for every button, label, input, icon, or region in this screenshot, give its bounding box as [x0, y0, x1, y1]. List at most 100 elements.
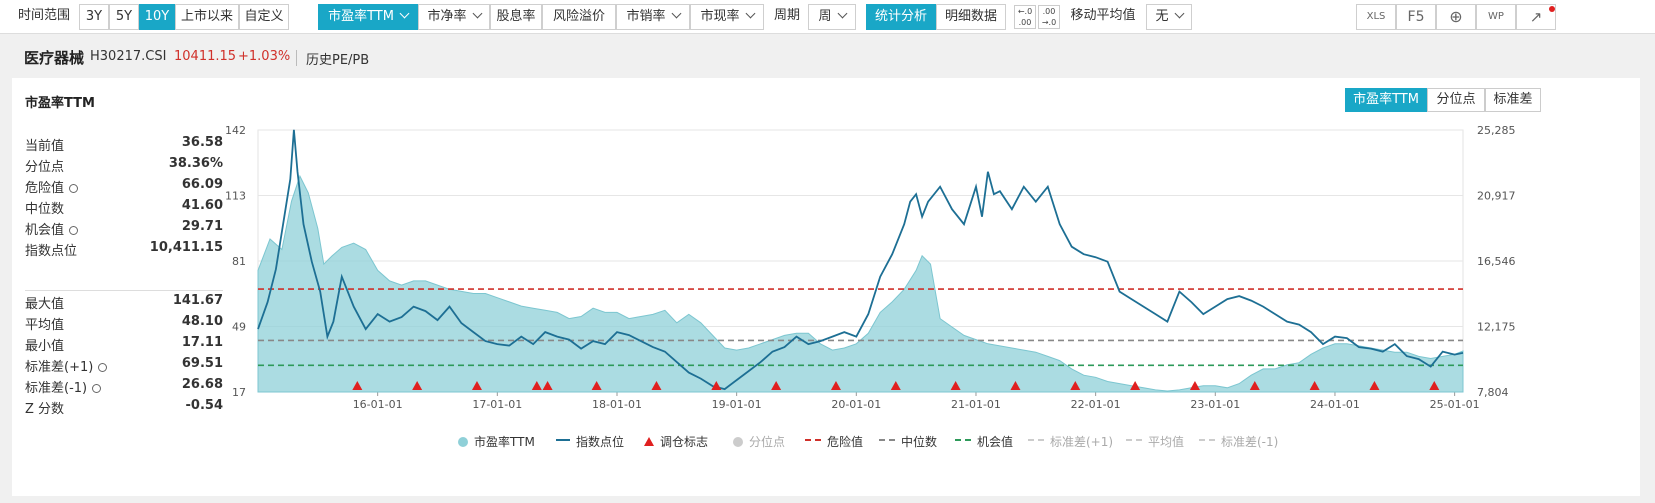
rebalance-marker: [352, 381, 363, 390]
legend-item[interactable]: 标准差(+1): [1028, 433, 1113, 449]
y-right-tick-label: 16,546: [1477, 255, 1516, 268]
decimal-increase-icon[interactable]: ←.0.00: [1014, 5, 1036, 29]
period-label: 周期: [773, 8, 800, 23]
legend-item[interactable]: 标准差(-1): [1199, 433, 1278, 449]
wps-export-icon[interactable]: WP: [1476, 4, 1516, 30]
legend-item[interactable]: 中位数: [879, 433, 937, 449]
legend-label: 标准差(-1): [1221, 435, 1279, 449]
index-points-line: [257, 129, 1464, 391]
y-left-tick-label: 81: [232, 255, 246, 268]
legend-label: 危险值: [827, 435, 864, 449]
stat-std-plus: 标准差(+1) 69.51: [25, 356, 223, 375]
rebalance-marker: [1309, 381, 1320, 390]
y-left-tick-label: 17: [232, 386, 246, 399]
chart-card: 市盈率TTM 市盈率TTM 分位点 标准差 当前值 36.58 分位点 38.36%…: [12, 78, 1640, 496]
rebalance-marker: [412, 381, 423, 390]
tab-statistics[interactable]: 统计分析: [866, 4, 936, 30]
metric-pcf-dropdown[interactable]: 市现率: [690, 4, 764, 30]
index-code: H30217.CSI: [90, 49, 167, 64]
rebalance-marker: [591, 381, 602, 390]
index-name: 医疗器械: [24, 49, 85, 67]
decimal-decrease-icon[interactable]: .00 →.0: [1038, 5, 1060, 29]
legend-item[interactable]: 市盈率TTM: [458, 433, 535, 449]
x-tick-label: 16-01-01: [353, 398, 403, 411]
legend-label: 中位数: [901, 435, 938, 449]
legend-label: 平均值: [1148, 435, 1185, 449]
rebalance-marker: [1189, 381, 1200, 390]
legend-label: 市盈率TTM: [474, 435, 535, 449]
legend-dash-icon: [1126, 438, 1142, 441]
stat-opportunity: 机会值 29.71: [25, 219, 223, 238]
rebalance-marker: [651, 381, 662, 390]
legend-dash-icon: [879, 438, 895, 441]
legend-label: 机会值: [977, 435, 1014, 449]
legend-item[interactable]: 分位点: [733, 433, 785, 449]
y-right-tick-label: 12,175: [1477, 321, 1516, 334]
toolbar: 时间范围 3Y 5Y 10Y 上市以来 自定义 市盈率TTM 市净率 股息率 风…: [0, 0, 1655, 34]
rebalance-marker: [890, 381, 901, 390]
tab-std-dev[interactable]: 标准差: [1485, 88, 1541, 112]
rebalance-marker: [531, 381, 542, 390]
legend-label: 分位点: [749, 435, 786, 449]
x-tick-label: 24-01-01: [1310, 398, 1360, 411]
metric-pe-ttm-dropdown[interactable]: 市盈率TTM: [318, 4, 418, 30]
time-range-label: 时间范围: [17, 8, 70, 23]
y-left-tick-label: 142: [225, 124, 246, 137]
add-icon[interactable]: ⊕: [1436, 4, 1476, 30]
pe-chart: 142 113 81 49 17 25,285 20,917 16,546 12,175 7,80…: [225, 124, 1516, 411]
gear-icon[interactable]: [69, 226, 79, 235]
x-tick-label: 20-01-01: [831, 398, 881, 411]
legend-item[interactable]: 机会值: [955, 433, 1013, 449]
period-dropdown[interactable]: 周: [808, 4, 856, 30]
range-5y-button[interactable]: 5Y: [109, 4, 139, 30]
stat-mean: 平均值 48.10: [25, 314, 223, 333]
rebalance-marker: [711, 381, 722, 390]
moving-average-dropdown[interactable]: 无: [1146, 4, 1192, 30]
gear-icon[interactable]: [92, 384, 102, 393]
rebalance-marker: [830, 381, 841, 390]
legend-label: 标准差(+1): [1050, 435, 1114, 449]
stat-z-score: Z 分数 -0.54: [25, 398, 223, 417]
panel-title: 市盈率TTM: [25, 96, 95, 111]
x-tick-label: 19-01-01: [712, 398, 762, 411]
y-right-tick-label: 25,285: [1477, 124, 1516, 137]
rebalance-marker: [471, 381, 482, 390]
refresh-f5-icon[interactable]: F5: [1396, 4, 1436, 30]
stats-divider: [25, 290, 223, 291]
index-value: 10411.15: [174, 49, 237, 64]
x-tick-label: 17-01-01: [472, 398, 522, 411]
notification-dot: [1549, 6, 1555, 12]
export-xls-icon[interactable]: XLS: [1356, 4, 1396, 30]
gear-icon[interactable]: [69, 184, 79, 193]
history-pe-pb-link[interactable]: 历史PE/PB: [306, 53, 370, 68]
range-10y-button[interactable]: 10Y: [139, 4, 175, 30]
header-divider: [296, 50, 297, 66]
tab-pe-ttm[interactable]: 市盈率TTM: [1345, 88, 1427, 112]
stat-median: 中位数 41.60: [25, 198, 223, 217]
gear-icon[interactable]: [98, 363, 108, 372]
metric-pb-dropdown[interactable]: 市净率: [418, 4, 490, 30]
tab-detail-data[interactable]: 明细数据: [936, 4, 1006, 30]
stat-danger: 危险值 66.09: [25, 177, 223, 196]
range-since-listing-button[interactable]: 上市以来: [175, 4, 239, 30]
rebalance-marker: [1249, 381, 1260, 390]
metric-ps-dropdown[interactable]: 市销率: [616, 4, 690, 30]
x-tick-label: 25-01-01: [1430, 398, 1480, 411]
legend-item[interactable]: 危险值: [805, 433, 863, 449]
legend-item[interactable]: 调仓标志: [644, 433, 708, 449]
x-tick-label: 22-01-01: [1071, 398, 1121, 411]
legend-line-icon: [556, 438, 570, 441]
legend-item[interactable]: 指数点位: [556, 433, 624, 449]
metric-dividend-yield-button[interactable]: 股息率: [490, 4, 542, 30]
rebalance-marker: [1369, 381, 1380, 390]
tab-percentile[interactable]: 分位点: [1427, 88, 1485, 112]
range-custom-button[interactable]: 自定义: [239, 4, 289, 30]
legend-dot-icon: [458, 436, 468, 447]
legend-triangle-icon: [644, 437, 654, 446]
x-tick-label: 18-01-01: [592, 398, 642, 411]
metric-risk-premium-button[interactable]: 风险溢价: [542, 4, 616, 30]
rebalance-marker: [771, 381, 782, 390]
range-3y-button[interactable]: 3Y: [79, 4, 109, 30]
legend-item[interactable]: 平均值: [1126, 433, 1184, 449]
index-header: 医疗器械 H30217.CSI 10411.15 +1.03% 历史PE/PB: [0, 40, 1655, 74]
